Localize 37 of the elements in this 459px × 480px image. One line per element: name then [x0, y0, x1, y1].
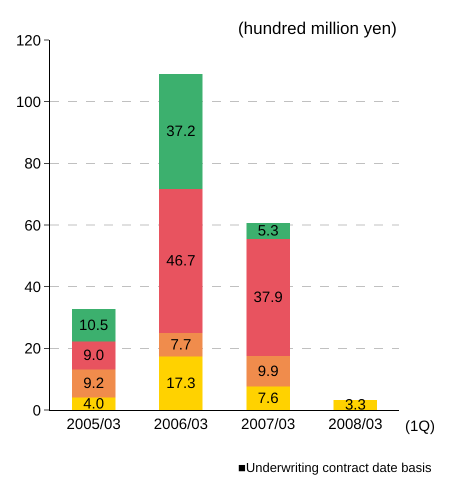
data-label: 37.2: [166, 123, 196, 140]
y-tick-label: 120: [16, 32, 41, 50]
bar: [72, 342, 116, 370]
y-tick-label: 0: [32, 402, 41, 420]
bar: [159, 74, 203, 189]
data-label: 9.0: [83, 346, 104, 364]
data-label: 3.3: [344, 396, 366, 414]
bar: [246, 356, 290, 387]
data-label: 7.7: [170, 336, 192, 354]
text: (1Q): [405, 418, 436, 435]
data-label: 9.9: [258, 362, 279, 380]
x-tick-label: 2007/03: [241, 416, 296, 433]
data-label: 4.0: [83, 395, 104, 412]
data-label: 5.3: [258, 222, 279, 240]
text: ■Underwriting contract date basis: [238, 460, 432, 475]
x-tick-label: 2008/03: [328, 416, 382, 433]
y-tick-label: 80: [24, 156, 41, 173]
bar: [246, 386, 290, 410]
data-label: 37.9: [254, 289, 283, 306]
y-tick-label: 60: [24, 217, 41, 234]
x-tick-label: 2006/03: [154, 416, 208, 433]
bar: [159, 332, 203, 357]
y-axis-title: (hundred million yen): [238, 19, 397, 38]
y-tick-label: 40: [24, 278, 41, 296]
y-tick-label: 20: [24, 340, 41, 358]
data-label: 46.7: [166, 252, 196, 270]
bar: [246, 239, 290, 356]
data-label: 9.2: [83, 374, 104, 392]
data-label: 7.6: [258, 390, 279, 407]
y-tick-label: 100: [16, 94, 41, 111]
bar: [159, 356, 203, 410]
bar: [72, 369, 116, 398]
x-tick-label: 2005/03: [66, 416, 121, 433]
bar: [159, 188, 203, 333]
bar: [72, 309, 116, 342]
data-label: 10.5: [79, 316, 108, 334]
data-label: 17.3: [166, 374, 196, 392]
